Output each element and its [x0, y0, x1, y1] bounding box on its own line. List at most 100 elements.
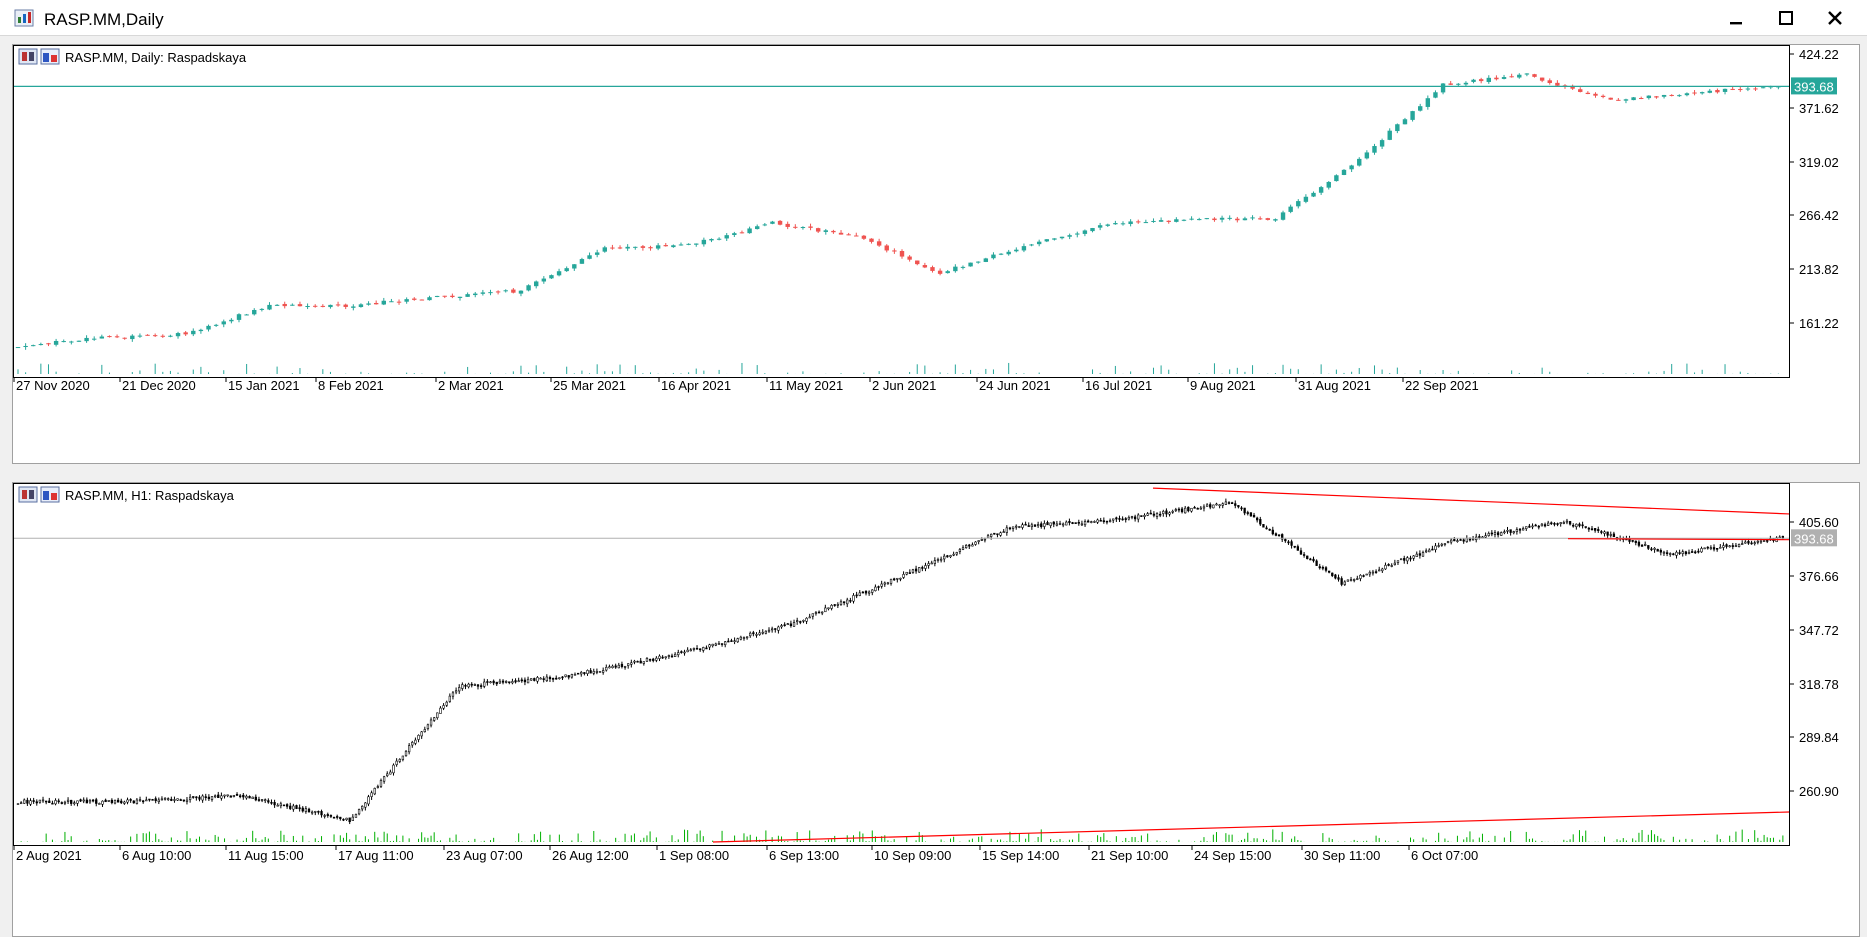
maximize-button[interactable] — [1763, 0, 1809, 36]
candle — [576, 672, 580, 675]
close-button[interactable] — [1812, 0, 1858, 36]
volume-bar — [322, 369, 324, 374]
candle — [470, 682, 473, 688]
y-tick-label: 319.02 — [1799, 155, 1839, 170]
trendline[interactable] — [712, 811, 1790, 843]
candle — [1531, 523, 1534, 530]
candle — [733, 637, 736, 645]
x-tick-label: 24 Jun 2021 — [979, 378, 1051, 393]
candle — [116, 797, 120, 803]
volume-bar — [1300, 840, 1302, 842]
indicator-list-icon[interactable] — [40, 486, 60, 503]
candle — [305, 303, 310, 310]
volume-bar — [1028, 833, 1030, 842]
candle — [1246, 510, 1249, 516]
volume-bar — [1444, 838, 1446, 842]
chart-properties-icon[interactable] — [18, 486, 38, 503]
candle — [849, 597, 852, 604]
h1-chart[interactable]: RASP.MM, H1: Raspadskaya 405.60 376.66 347.… — [13, 483, 1859, 936]
candle — [1565, 518, 1569, 525]
candle — [317, 810, 320, 815]
volume-bar — [1647, 834, 1649, 842]
plot-area[interactable] — [13, 483, 1790, 846]
candle — [817, 610, 821, 614]
chart-properties-icon[interactable] — [18, 48, 38, 65]
minimize-button[interactable] — [1713, 0, 1759, 36]
candle — [82, 797, 85, 804]
volume-bar — [619, 364, 621, 374]
candle — [976, 261, 981, 264]
volume-bar — [1685, 838, 1687, 842]
volume-bar — [1137, 841, 1139, 842]
candle — [1221, 502, 1224, 509]
volume-bar — [452, 840, 454, 842]
candle — [705, 645, 708, 650]
candle — [880, 580, 883, 589]
candle — [520, 677, 523, 683]
volume-bar — [1241, 840, 1243, 842]
volume-bar — [1638, 832, 1640, 842]
candle — [1097, 222, 1103, 231]
candles[interactable] — [15, 73, 1781, 350]
daily-chart[interactable]: RASP.MM, Daily: Raspadskaya 424.22 371.62 3… — [13, 45, 1859, 463]
volume-bar — [1632, 838, 1634, 842]
candle — [580, 670, 583, 677]
volume-bar — [1663, 839, 1665, 842]
volume-bar — [1528, 838, 1530, 842]
candle — [1778, 535, 1781, 539]
x-tick-label: 1 Sep 08:00 — [659, 848, 729, 863]
volume-bar — [1654, 834, 1656, 842]
candle — [652, 657, 655, 663]
candle — [239, 793, 242, 799]
candle — [1646, 95, 1652, 100]
volume-bar — [978, 836, 980, 842]
candle — [1381, 567, 1384, 573]
candle — [720, 643, 724, 647]
volume-bar — [868, 841, 870, 842]
volume-bar — [1140, 835, 1142, 842]
candle — [1140, 515, 1143, 517]
volume-bar — [1701, 369, 1703, 374]
candle — [777, 625, 780, 634]
candle — [1456, 538, 1459, 543]
candle — [285, 803, 289, 809]
candle — [711, 643, 714, 648]
candles[interactable] — [16, 498, 1785, 825]
daily-chart-window[interactable]: RASP.MM, Daily: Raspadskaya 424.22 371.62 3… — [12, 44, 1860, 464]
candle — [1309, 557, 1312, 561]
trendline[interactable] — [1152, 487, 1790, 515]
trendline[interactable] — [1567, 538, 1790, 541]
volume-bar — [1290, 368, 1292, 374]
x-tick-label: 21 Sep 10:00 — [1091, 848, 1168, 863]
candle — [1058, 520, 1062, 526]
h1-chart-window[interactable]: RASP.MM, H1: Raspadskaya 405.60 376.66 347.… — [12, 482, 1860, 937]
candle — [176, 798, 179, 801]
volume-bar — [205, 839, 207, 842]
indicator-list-icon[interactable] — [40, 48, 60, 65]
candle — [785, 221, 790, 230]
volume-bar — [971, 838, 973, 842]
candle — [1346, 579, 1350, 582]
candle — [1049, 522, 1052, 529]
plot-area[interactable] — [13, 45, 1790, 378]
candle — [170, 796, 173, 802]
candle — [267, 798, 270, 804]
title-bar[interactable]: RASP.MM,Daily — [0, 0, 1867, 36]
candle — [592, 668, 595, 676]
maximize-icon — [1779, 11, 1793, 25]
candle — [235, 792, 239, 796]
volume-bar — [1297, 369, 1299, 374]
candle — [1033, 524, 1037, 527]
candle — [708, 643, 711, 651]
volume-bar — [571, 840, 573, 842]
volume-bar — [130, 836, 132, 842]
volume-bar — [236, 839, 238, 842]
candle — [1318, 185, 1324, 195]
volume-bar — [1244, 838, 1246, 842]
volume-bar — [1641, 829, 1643, 842]
volume-bar — [765, 830, 767, 842]
candle — [545, 674, 548, 682]
candle — [46, 342, 51, 347]
candle — [451, 691, 455, 700]
candle — [937, 268, 943, 276]
